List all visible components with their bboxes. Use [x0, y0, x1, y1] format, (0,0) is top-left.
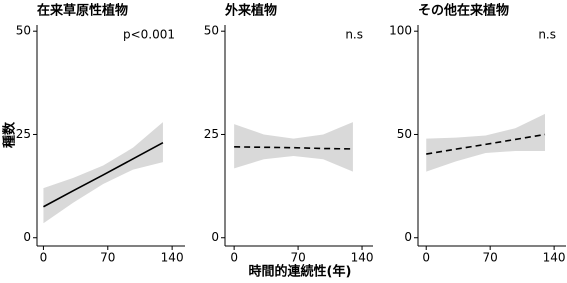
x-axis-label: 時間的連続性(年): [249, 264, 352, 280]
y-tick-label: 25: [204, 127, 219, 141]
confidence-band: [426, 113, 545, 172]
annotation: p<0.001: [123, 28, 175, 42]
y-tick-label: 0: [404, 230, 412, 244]
fit-line: [43, 142, 164, 208]
confidence-band: [234, 122, 353, 172]
x-tick-label: 0: [40, 251, 48, 265]
y-tick-label: 50: [204, 24, 219, 38]
y-axis-label: 種数: [2, 121, 18, 148]
y-tick-label: 0: [23, 230, 31, 244]
fit-line: [426, 133, 546, 155]
x-tick-label: 140: [543, 251, 566, 265]
x-tick-label: 140: [161, 251, 184, 265]
y-tick-label: 50: [397, 127, 412, 141]
panel-title: 在来草原性植物: [37, 3, 128, 19]
x-tick-label: 70: [100, 251, 115, 265]
x-tick-label: 70: [483, 251, 498, 265]
confidence-band: [43, 122, 163, 224]
x-tick-label: 70: [290, 251, 305, 265]
annotation: n.s: [345, 28, 363, 42]
y-tick-label: 100: [389, 24, 412, 38]
y-tick-label: 0: [211, 230, 219, 244]
x-tick-label: 140: [351, 251, 374, 265]
y-tick-label: 50: [16, 24, 31, 38]
annotation: n.s: [538, 28, 556, 42]
x-tick-label: 0: [230, 251, 238, 265]
panel-title: 外来植物: [224, 3, 277, 19]
y-tick-label: 25: [16, 127, 31, 141]
x-tick-label: 0: [422, 251, 430, 265]
panel-title: その他在来植物: [418, 3, 509, 19]
